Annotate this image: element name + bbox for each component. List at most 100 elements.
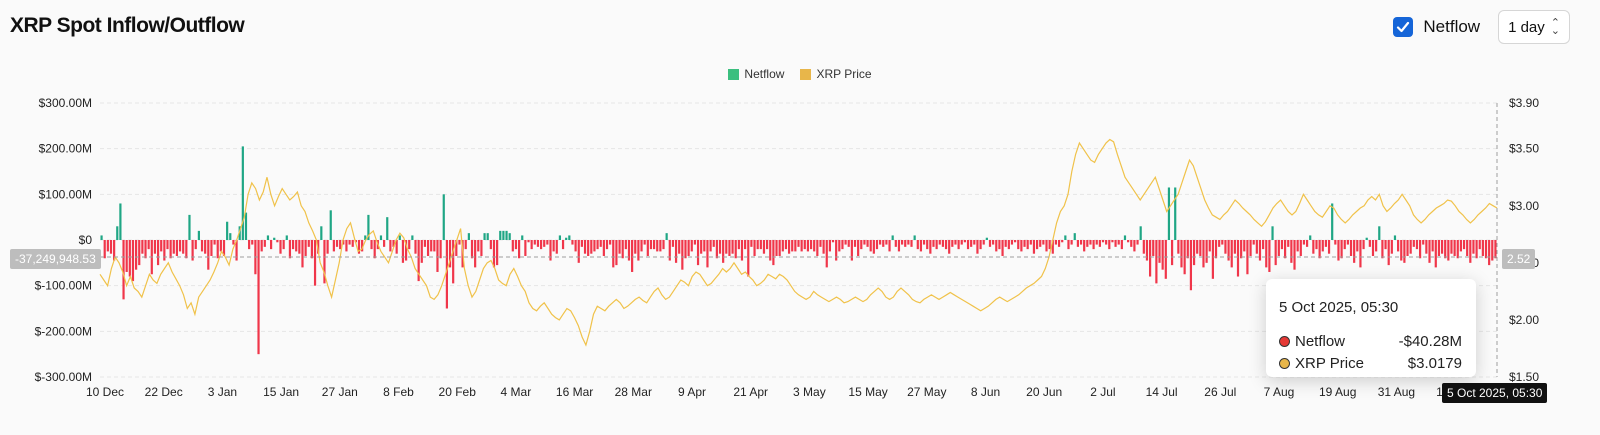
netflow-bar [502, 230, 505, 240]
netflow-bar [1262, 240, 1265, 250]
netflow-bar [401, 240, 405, 263]
netflow-bar [847, 240, 850, 247]
netflow-bar [985, 237, 988, 240]
netflow-bar [615, 240, 618, 266]
netflow-bar [1139, 226, 1142, 240]
tooltip-row-xrp-price: XRP Price $3.0179 [1279, 355, 1462, 372]
netflow-bar [530, 240, 533, 250]
netflow-bar [200, 240, 204, 252]
netflow-bar [728, 240, 731, 256]
netflow-bar [1255, 240, 1258, 254]
netflow-bar [932, 240, 935, 247]
netflow-bar [1227, 240, 1230, 261]
netflow-bar [822, 240, 825, 254]
x-tick-label: 28 Mar [615, 385, 652, 399]
netflow-bar [976, 240, 979, 254]
page-title: XRP Spot Inflow/Outflow [10, 14, 245, 37]
netflow-bar [1161, 240, 1164, 270]
crosshair-y-label: -37,249,948.53 [10, 249, 101, 269]
interval-select[interactable]: 1 day ⌃ ⌄ [1498, 10, 1570, 44]
netflow-bar [552, 240, 555, 252]
netflow-bar [1164, 240, 1167, 279]
netflow-bar [442, 194, 445, 240]
netflow-bar [982, 240, 985, 245]
netflow-bar [583, 240, 587, 254]
netflow-bar [966, 240, 970, 250]
x-tick-label: 19 Aug [1319, 385, 1356, 399]
netflow-bar [718, 240, 722, 254]
netflow-bar [166, 240, 169, 250]
netflow-bar [1475, 240, 1478, 259]
netflow-bar [1309, 235, 1312, 240]
netflow-bar [627, 240, 631, 261]
netflow-bar [662, 240, 665, 250]
netflow-bar [1136, 240, 1139, 245]
netflow-bar [1048, 240, 1051, 250]
netflow-bar [700, 240, 703, 254]
legend-item-xrp-price[interactable]: XRP Price [800, 67, 872, 81]
netflow-bar [131, 240, 135, 282]
x-tick-label: 20 Feb [439, 385, 477, 399]
netflow-bar [998, 240, 1001, 250]
tooltip-label-xrp-price: XRP Price [1295, 355, 1364, 372]
netflow-bar [1349, 240, 1353, 256]
netflow-bar [800, 240, 803, 252]
netflow-bar [1444, 240, 1447, 259]
netflow-bar [304, 240, 307, 256]
netflow-bar [1186, 240, 1189, 259]
netflow-bar [1152, 240, 1155, 256]
netflow-bar [1167, 187, 1171, 240]
netflow-bar [1236, 240, 1240, 277]
netflow-bar [191, 240, 194, 261]
netflow-bar [894, 240, 897, 247]
netflow-bar [335, 240, 339, 247]
netflow-bar [766, 240, 769, 250]
netflow-bar [263, 240, 266, 247]
netflow-bar [417, 240, 420, 282]
netflow-bar [273, 237, 276, 240]
netflow-bar [351, 240, 354, 247]
netflow-bar [1045, 240, 1048, 252]
netflow-bar [320, 226, 323, 240]
netflow-bar [904, 240, 907, 247]
netflow-bar [1243, 240, 1246, 252]
netflow-bar [835, 240, 838, 261]
x-tick-label: 2 Jul [1090, 385, 1115, 399]
netflow-bar [141, 240, 144, 254]
netflow-bar [342, 240, 345, 245]
netflow-bar [744, 240, 747, 250]
netflow-bar [960, 240, 963, 245]
netflow-bar [1070, 240, 1073, 245]
legend-item-netflow[interactable]: Netflow [728, 67, 784, 81]
netflow-bar [1083, 240, 1086, 252]
netflow-bar [1403, 240, 1406, 263]
netflow-bar [580, 240, 583, 247]
netflow-bar [483, 233, 486, 240]
netflow-bar [1312, 240, 1315, 254]
netflow-bar [1343, 240, 1346, 250]
netflow-bar [1305, 240, 1309, 247]
netflow-bar [248, 240, 251, 250]
legend-label-xrp-price: XRP Price [816, 67, 872, 81]
netflow-bar [1142, 240, 1145, 254]
chart-tooltip: 5 Oct 2025, 05:30 Netflow -$40.28M XRP P… [1266, 279, 1476, 377]
netflow-bar [1283, 240, 1287, 259]
netflow-bar [1017, 240, 1020, 250]
netflow-bar [618, 240, 621, 254]
netflow-bar [1428, 240, 1431, 263]
netflow-bar [1415, 240, 1419, 250]
netflow-bar [640, 240, 643, 252]
x-tick-label: 8 Jun [971, 385, 1000, 399]
netflow-bar [499, 230, 502, 240]
netflow-bar [888, 240, 891, 252]
netflow-bar [480, 240, 483, 256]
netflow-bar [244, 212, 248, 240]
netflow-bar [216, 240, 219, 259]
netflow-bar [1459, 240, 1462, 252]
netflow-bar [794, 240, 797, 252]
netflow-bar [844, 240, 847, 245]
netflow-bar [731, 240, 734, 254]
netflow-checkbox[interactable] [1393, 17, 1414, 37]
netflow-bar [514, 240, 518, 250]
